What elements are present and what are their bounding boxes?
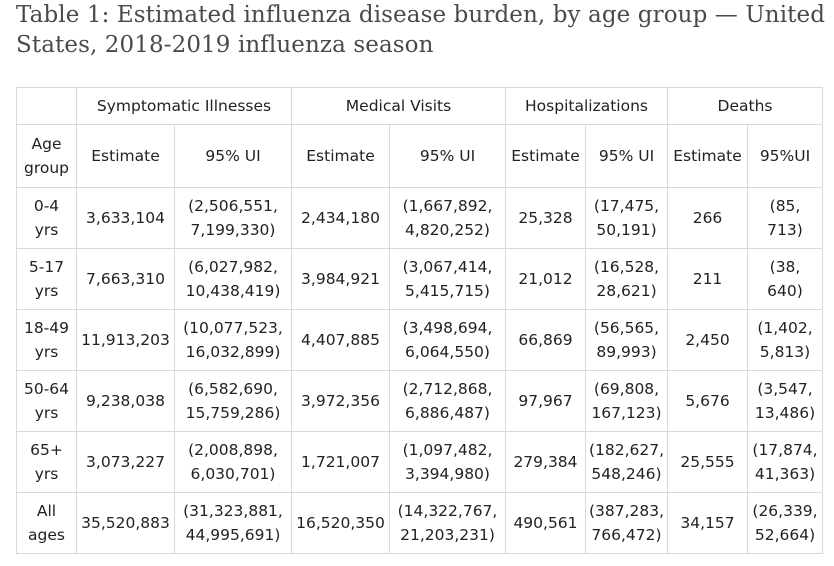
group-header-deaths: Deaths	[667, 87, 823, 125]
interval-cell: (2,008,898, 6,030,701)	[174, 431, 292, 493]
estimate-cell: 266	[667, 187, 748, 249]
table-row: 18-49 yrs 11,913,203 (10,077,523, 16,032,899…	[16, 309, 823, 371]
group-header-symptomatic: Symptomatic Illnesses	[76, 87, 292, 125]
col-header: 95% UI	[389, 124, 506, 188]
estimate-cell: 11,913,203	[76, 309, 175, 371]
group-header-medical-visits: Medical Visits	[291, 87, 506, 125]
estimate-cell: 4,407,885	[291, 309, 390, 371]
age-group-header: Age group	[16, 124, 77, 188]
col-header: Estimate	[291, 124, 390, 188]
estimate-cell: 2,450	[667, 309, 748, 371]
interval-cell: (1,097,482, 3,394,980)	[389, 431, 506, 493]
estimate-cell: 16,520,350	[291, 492, 390, 554]
estimate-cell: 2,434,180	[291, 187, 390, 249]
interval-cell: (1,667,892, 4,820,252)	[389, 187, 506, 249]
interval-cell: (387,283, 766,472)	[585, 492, 668, 554]
interval-cell: (2,506,551, 7,199,330)	[174, 187, 292, 249]
age-group-cell: 18-49 yrs	[16, 309, 77, 371]
estimate-cell: 5,676	[667, 370, 748, 432]
table-caption: Table 1: Estimated influenza disease bur…	[16, 2, 826, 58]
interval-cell: (38, 640)	[747, 248, 823, 310]
interval-cell: (14,322,767, 21,203,231)	[389, 492, 506, 554]
interval-cell: (85, 713)	[747, 187, 823, 249]
interval-cell: (16,528, 28,621)	[585, 248, 668, 310]
estimate-cell: 35,520,883	[76, 492, 175, 554]
age-group-cell: 0-4 yrs	[16, 187, 77, 249]
estimate-cell: 1,721,007	[291, 431, 390, 493]
table-row: All ages 35,520,883 (31,323,881, 44,995,691)…	[16, 492, 823, 554]
interval-cell: (17,874, 41,363)	[747, 431, 823, 493]
interval-cell: (10,077,523, 16,032,899)	[174, 309, 292, 371]
group-header-hospitalizations: Hospitalizations	[505, 87, 668, 125]
estimate-cell: 21,012	[505, 248, 586, 310]
estimate-cell: 211	[667, 248, 748, 310]
table-row: 5-17 yrs 7,663,310 (6,027,982, 10,438,419) 3,…	[16, 248, 823, 310]
estimate-cell: 279,384	[505, 431, 586, 493]
col-header: Estimate	[667, 124, 748, 188]
interval-cell: (1,402, 5,813)	[747, 309, 823, 371]
interval-cell: (3,067,414, 5,415,715)	[389, 248, 506, 310]
corner-cell	[16, 87, 77, 125]
sub-header-row: Age group Estimate 95% UI Estimate 95% UI…	[16, 124, 823, 188]
col-header: 95%UI	[747, 124, 823, 188]
interval-cell: (182,627, 548,246)	[585, 431, 668, 493]
age-group-cell: 50-64 yrs	[16, 370, 77, 432]
col-header: 95% UI	[174, 124, 292, 188]
estimate-cell: 25,555	[667, 431, 748, 493]
interval-cell: (31,323,881, 44,995,691)	[174, 492, 292, 554]
age-group-cell: All ages	[16, 492, 77, 554]
estimate-cell: 3,984,921	[291, 248, 390, 310]
interval-cell: (69,808, 167,123)	[585, 370, 668, 432]
interval-cell: (2,712,868, 6,886,487)	[389, 370, 506, 432]
col-header: Estimate	[505, 124, 586, 188]
interval-cell: (3,547, 13,486)	[747, 370, 823, 432]
estimate-cell: 7,663,310	[76, 248, 175, 310]
col-header: 95% UI	[585, 124, 668, 188]
group-header-row: Symptomatic Illnesses Medical Visits Hos…	[16, 87, 823, 125]
estimate-cell: 9,238,038	[76, 370, 175, 432]
interval-cell: (6,027,982, 10,438,419)	[174, 248, 292, 310]
estimate-cell: 66,869	[505, 309, 586, 371]
estimate-cell: 34,157	[667, 492, 748, 554]
interval-cell: (6,582,690, 15,759,286)	[174, 370, 292, 432]
interval-cell: (3,498,694, 6,064,550)	[389, 309, 506, 371]
interval-cell: (17,475, 50,191)	[585, 187, 668, 249]
table-row: 0-4 yrs 3,633,104 (2,506,551, 7,199,330) 2,43…	[16, 187, 823, 249]
estimate-cell: 25,328	[505, 187, 586, 249]
estimate-cell: 97,967	[505, 370, 586, 432]
col-header: Estimate	[76, 124, 175, 188]
flu-burden-table: Symptomatic Illnesses Medical Visits Hos…	[16, 87, 823, 554]
table-row: 65+ yrs 3,073,227 (2,008,898, 6,030,701) 1,72…	[16, 431, 823, 493]
age-group-cell: 5-17 yrs	[16, 248, 77, 310]
estimate-cell: 3,972,356	[291, 370, 390, 432]
estimate-cell: 490,561	[505, 492, 586, 554]
age-group-cell: 65+ yrs	[16, 431, 77, 493]
interval-cell: (26,339, 52,664)	[747, 492, 823, 554]
estimate-cell: 3,633,104	[76, 187, 175, 249]
table-row: 50-64 yrs 9,238,038 (6,582,690, 15,759,286) 3…	[16, 370, 823, 432]
interval-cell: (56,565, 89,993)	[585, 309, 668, 371]
estimate-cell: 3,073,227	[76, 431, 175, 493]
